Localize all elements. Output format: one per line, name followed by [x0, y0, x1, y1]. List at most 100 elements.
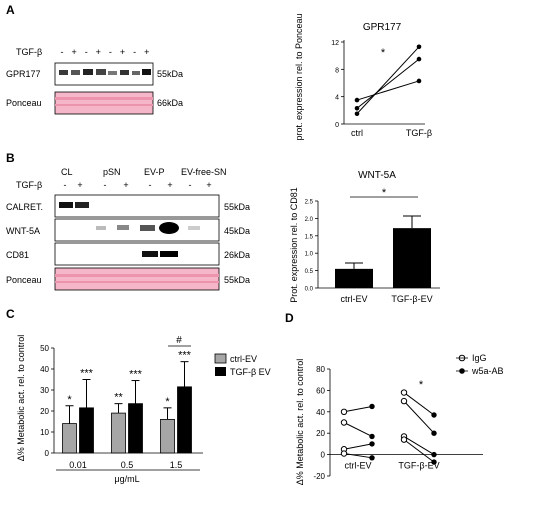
legend-label-tgf-ev: TGF-β EV — [230, 367, 271, 377]
pair-line — [403, 439, 435, 463]
lane-sign: - — [61, 47, 64, 57]
series-line — [356, 46, 420, 115]
x-tick-label: 0.5 — [121, 460, 134, 470]
pair-line — [343, 422, 373, 437]
blot-b-ponceau-stripes — [55, 274, 219, 283]
lane-sign: + — [123, 180, 128, 190]
y-tick-label: 12 — [331, 40, 339, 47]
chart-a: GPR177 prot. expression rel. to Ponceau … — [294, 13, 432, 140]
data-point-igg — [340, 419, 348, 426]
blot-a-gpr177-bands — [59, 69, 151, 75]
blot-b-group-psn: pSN — [103, 167, 121, 177]
lane-sign: + — [96, 47, 101, 57]
pair-line — [343, 453, 373, 459]
legend-label-ctrl-ev: ctrl-EV — [230, 354, 257, 364]
significance-star: *** — [129, 369, 143, 381]
chart-d-marks: -20 0 20 40 60 80 ctrl-EV TGF-β-EV * — [313, 365, 483, 481]
blot-band — [59, 202, 73, 208]
data-point-w5a — [431, 430, 437, 436]
lane-sign: + — [77, 180, 82, 190]
data-point — [416, 56, 422, 62]
data-point — [416, 78, 422, 84]
lane-sign: - — [104, 180, 107, 190]
blot-band — [120, 70, 129, 75]
data-point-w5a — [369, 403, 375, 410]
data-point — [354, 111, 360, 117]
panel-label-c: C — [6, 307, 15, 321]
blot-band — [83, 69, 93, 75]
lane-sign: - — [109, 47, 112, 57]
blot-a-row-name-ponceau: Ponceau — [6, 98, 42, 108]
data-point-igg — [400, 436, 408, 443]
hash-annotation: # — [176, 335, 182, 346]
blot-b-row-name-wnt5a: WNT-5A — [6, 226, 40, 236]
lane-sign: - — [149, 180, 152, 190]
data-point-w5a — [369, 433, 375, 440]
y-tick-label: 8 — [335, 67, 339, 74]
pair-line — [403, 435, 435, 456]
data-point — [354, 105, 360, 111]
blot-a-treatment-label: TGF-β — [16, 47, 42, 57]
blot-b-cd81-membrane — [54, 242, 220, 266]
y-tick-label: 4 — [335, 95, 339, 102]
y-tick-label: -20 — [313, 472, 325, 481]
chart-d-ylabel: Δ% Metabolic act. rel. to control — [295, 359, 305, 486]
blot-b-group-cl: CL — [61, 167, 73, 177]
blot-b-size-calret: 55kDa — [224, 202, 250, 212]
x-tick-label: TGF-β — [406, 128, 432, 138]
bar — [128, 403, 143, 454]
x-tick-label: TGF-β-EV — [398, 461, 439, 471]
chart-b-ylabel: Prot. expression rel. to CD81 — [289, 187, 299, 303]
x-tick-label: TGF-β-EV — [391, 294, 432, 304]
y-tick-label: 1.5 — [305, 234, 314, 240]
bar — [393, 228, 431, 288]
blot-a: TGF-β - + - + - + - + GPR177 55kDa Ponceau 66kD… — [6, 47, 183, 115]
significance-star: * — [67, 394, 72, 406]
bar — [111, 412, 126, 454]
y-tick-label: 20 — [316, 429, 325, 438]
lane-sign: + — [167, 180, 172, 190]
chart-c-legend: ctrl-EV TGF-β EV — [214, 353, 271, 377]
blot-band — [71, 70, 80, 75]
blot-band — [75, 202, 89, 208]
blot-a-ponceau-membrane — [54, 91, 154, 115]
blot-band — [188, 226, 200, 230]
y-tick-label: 0 — [335, 122, 339, 129]
significance-star: *** — [80, 368, 94, 380]
data-point-w5a — [431, 459, 437, 465]
data-point-w5a — [369, 441, 375, 447]
chart-a-marks: 0 4 8 12 ctrl TGF-β * — [331, 40, 432, 138]
data-point-igg — [340, 450, 348, 457]
lane-sign: - — [64, 180, 67, 190]
blot-band — [142, 251, 158, 257]
lane-sign: - — [85, 47, 88, 57]
y-tick-label: 60 — [316, 386, 325, 395]
y-tick-label: 0 — [321, 451, 326, 460]
blot-b-size-wnt5a: 45kDa — [224, 226, 250, 236]
lane-sign: + — [120, 47, 125, 57]
chart-a-ylabel: prot. expression rel. to Ponceau — [294, 13, 304, 140]
data-point-w5a — [431, 412, 437, 418]
panel-label-d: D — [285, 311, 294, 325]
legend-label-igg: IgG — [472, 353, 487, 363]
significance-star: * — [381, 47, 386, 59]
legend-swatch-ctrl-ev — [214, 353, 227, 364]
y-tick-label: 0.5 — [305, 269, 314, 275]
chart-d-legend: IgG w5a-AB — [456, 353, 504, 376]
pair-line — [403, 392, 435, 416]
lane-sign: - — [189, 180, 192, 190]
series-line — [356, 58, 420, 109]
bar — [335, 268, 373, 288]
blot-b-row-name-cd81: CD81 — [6, 250, 29, 260]
blot-a-size-gpr177: 55kDa — [157, 69, 183, 79]
chart-c: Δ% Metabolic act. rel. to control μg/mL … — [16, 335, 271, 484]
blot-band — [96, 226, 106, 230]
y-tick-label: 40 — [40, 365, 49, 374]
y-tick-label: 20 — [40, 407, 49, 416]
blot-b-size-cd81: 26kDa — [224, 250, 250, 260]
significance-star: *** — [178, 350, 192, 362]
significance-star: ** — [114, 392, 123, 404]
blot-band — [140, 225, 155, 231]
